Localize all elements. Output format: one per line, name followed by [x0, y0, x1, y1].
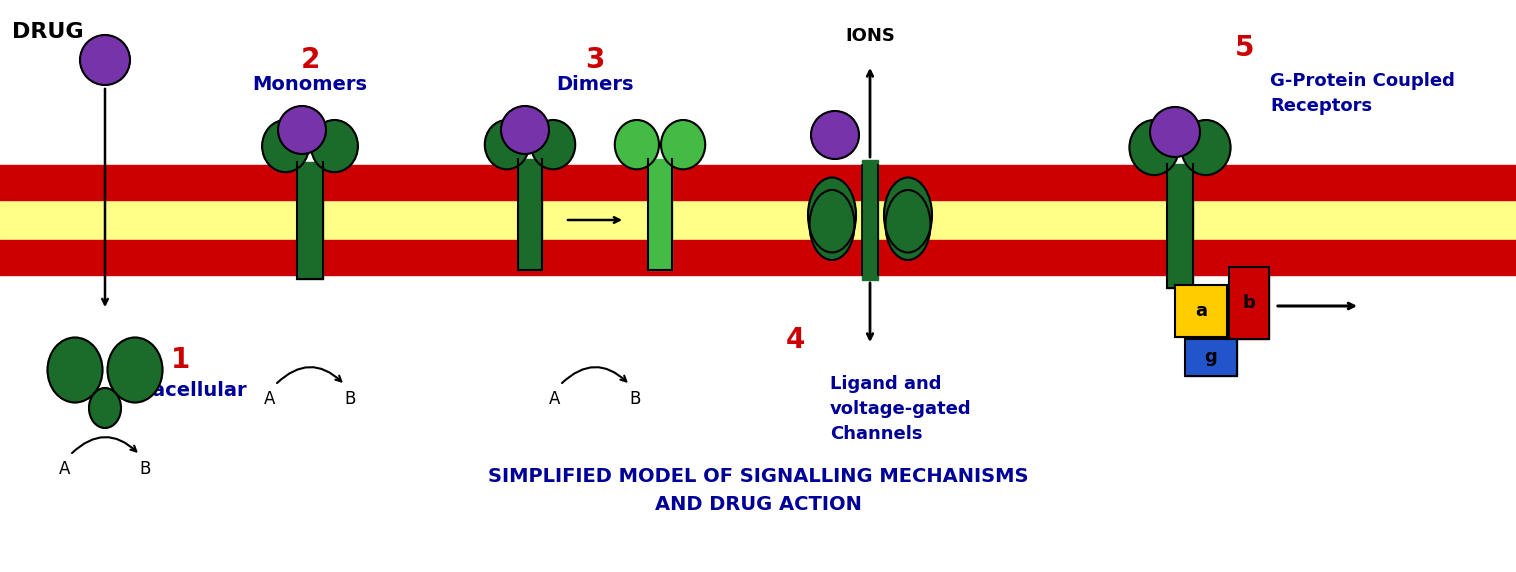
Ellipse shape	[1181, 120, 1231, 175]
Bar	[1229, 267, 1269, 339]
Text: Dimers: Dimers	[556, 76, 634, 94]
Bar	[297, 162, 323, 279]
Text: 1: 1	[170, 346, 190, 374]
Ellipse shape	[661, 120, 705, 169]
Text: Monomers: Monomers	[253, 76, 367, 94]
Ellipse shape	[885, 190, 931, 260]
Circle shape	[1151, 107, 1201, 157]
Bar	[1186, 339, 1237, 376]
Text: 3: 3	[585, 46, 605, 74]
Text: SIMPLIFIED MODEL OF SIGNALLING MECHANISMS
AND DRUG ACTION: SIMPLIFIED MODEL OF SIGNALLING MECHANISM…	[488, 467, 1028, 514]
Text: 5: 5	[1236, 34, 1255, 62]
Bar	[1186, 339, 1237, 376]
Bar	[1175, 285, 1226, 337]
Ellipse shape	[810, 190, 855, 260]
Bar	[1175, 285, 1226, 337]
Ellipse shape	[615, 120, 659, 169]
Circle shape	[500, 106, 549, 154]
Ellipse shape	[311, 120, 358, 172]
Text: Intracellular: Intracellular	[112, 380, 247, 399]
Bar	[863, 160, 878, 280]
Text: A: A	[59, 460, 71, 478]
Ellipse shape	[108, 337, 162, 403]
Text: g: g	[1205, 348, 1217, 367]
Text: A: A	[264, 390, 276, 408]
Ellipse shape	[89, 388, 121, 428]
Text: b: b	[1243, 294, 1255, 312]
Bar	[649, 160, 672, 270]
Text: Ligand and
voltage-gated
Channels: Ligand and voltage-gated Channels	[829, 375, 972, 443]
Text: 2: 2	[300, 46, 320, 74]
Ellipse shape	[1129, 120, 1179, 175]
Circle shape	[80, 35, 130, 85]
Bar	[1167, 164, 1193, 288]
Text: B: B	[139, 460, 150, 478]
Text: 4: 4	[785, 326, 805, 354]
Bar	[1229, 267, 1269, 339]
Circle shape	[277, 106, 326, 154]
Ellipse shape	[884, 177, 932, 252]
Ellipse shape	[531, 120, 575, 169]
Ellipse shape	[808, 177, 857, 252]
Ellipse shape	[47, 337, 103, 403]
Ellipse shape	[262, 120, 309, 172]
Circle shape	[811, 111, 860, 159]
Bar	[518, 160, 541, 270]
Text: B: B	[629, 390, 641, 408]
Text: B: B	[344, 390, 356, 408]
Text: IONS: IONS	[844, 27, 894, 45]
Text: DRUG: DRUG	[12, 22, 83, 42]
Ellipse shape	[485, 120, 529, 169]
Text: G-Protein Coupled
Receptors: G-Protein Coupled Receptors	[1270, 72, 1455, 115]
Text: a: a	[1195, 302, 1207, 320]
Text: A: A	[549, 390, 561, 408]
